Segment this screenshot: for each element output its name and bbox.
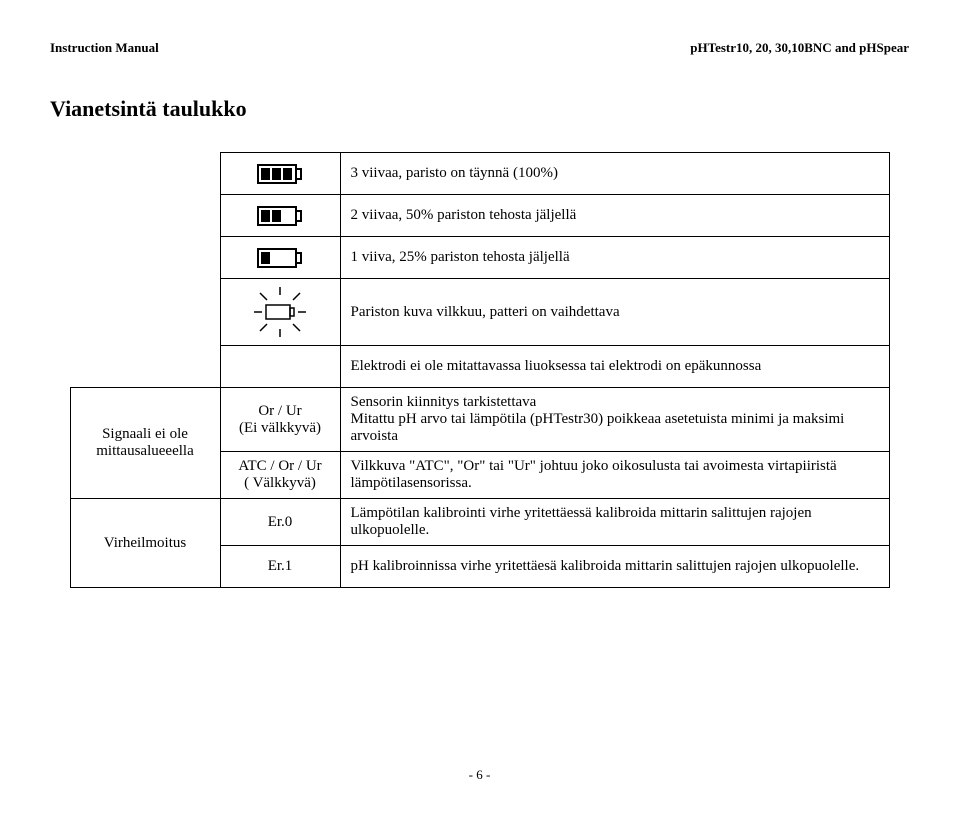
- error-desc: Lämpötilan kalibrointi virhe yritettäess…: [340, 499, 889, 546]
- battery-icon-cell: [220, 195, 340, 237]
- table-row: 2 viivaa, 50% pariston tehosta jäljellä: [70, 195, 889, 237]
- section-title: Vianetsintä taulukko: [50, 96, 909, 122]
- battery-icon-cell: [220, 279, 340, 346]
- signal-code-cell: Or / Ur (Ei välkkyvä): [220, 388, 340, 452]
- code-line1: ATC / Or / Ur: [231, 458, 330, 475]
- table-row: Pariston kuva vilkkuu, patteri on vaihde…: [70, 279, 889, 346]
- code-line1: Or / Ur: [231, 403, 330, 420]
- table-row: 1 viiva, 25% pariston tehosta jäljellä: [70, 237, 889, 279]
- error-code-cell: Er.1: [220, 546, 340, 588]
- table-row: Virheilmoitus Er.0 Lämpötilan kalibroint…: [70, 499, 889, 546]
- page-number: - 6 -: [0, 767, 959, 783]
- battery-icon-cell: [220, 237, 340, 279]
- error-code-cell: Er.0: [220, 499, 340, 546]
- empty-cell: [70, 153, 220, 195]
- troubleshooting-table: 3 viivaa, paristo on täynnä (100%) 2 vii…: [70, 152, 890, 588]
- signal-desc: Vilkkuva "ATC", "Or" tai "Ur" johtuu jok…: [340, 452, 889, 499]
- empty-cell: [220, 346, 340, 388]
- battery-icon-cell: [220, 153, 340, 195]
- code-line2: (Ei välkkyvä): [231, 420, 330, 437]
- battery-one-bar-icon: [257, 248, 303, 268]
- empty-cell: [70, 195, 220, 237]
- signal-code-cell: ATC / Or / Ur ( Välkkyvä): [220, 452, 340, 499]
- battery-desc: Pariston kuva vilkkuu, patteri on vaihde…: [340, 279, 889, 346]
- empty-cell: [70, 279, 220, 346]
- page-header: Instruction Manual pHTestr10, 20, 30,10B…: [50, 40, 909, 56]
- header-right: pHTestr10, 20, 30,10BNC and pHSpear: [690, 40, 909, 56]
- header-left: Instruction Manual: [50, 40, 159, 56]
- battery-two-bars-icon: [257, 206, 303, 226]
- signal-label-cell: Signaali ei ole mittausalueeella: [70, 388, 220, 499]
- code-line2: ( Välkkyvä): [231, 475, 330, 492]
- empty-cell: [70, 346, 220, 388]
- battery-full-icon: [257, 164, 303, 184]
- table-row: 3 viivaa, paristo on täynnä (100%): [70, 153, 889, 195]
- battery-desc: 2 viivaa, 50% pariston tehosta jäljellä: [340, 195, 889, 237]
- table-row: Elektrodi ei ole mitattavassa liuoksessa…: [70, 346, 889, 388]
- electrode-desc: Elektrodi ei ole mitattavassa liuoksessa…: [340, 346, 889, 388]
- battery-desc: 3 viivaa, paristo on täynnä (100%): [340, 153, 889, 195]
- battery-desc: 1 viiva, 25% pariston tehosta jäljellä: [340, 237, 889, 279]
- table-row: Signaali ei ole mittausalueeella Or / Ur…: [70, 388, 889, 452]
- empty-cell: [70, 237, 220, 279]
- signal-desc: Sensorin kiinnitys tarkistettava Mitattu…: [340, 388, 889, 452]
- battery-flashing-icon: [250, 285, 310, 339]
- error-label-cell: Virheilmoitus: [70, 499, 220, 588]
- error-desc: pH kalibroinnissa virhe yritettäesä kali…: [340, 546, 889, 588]
